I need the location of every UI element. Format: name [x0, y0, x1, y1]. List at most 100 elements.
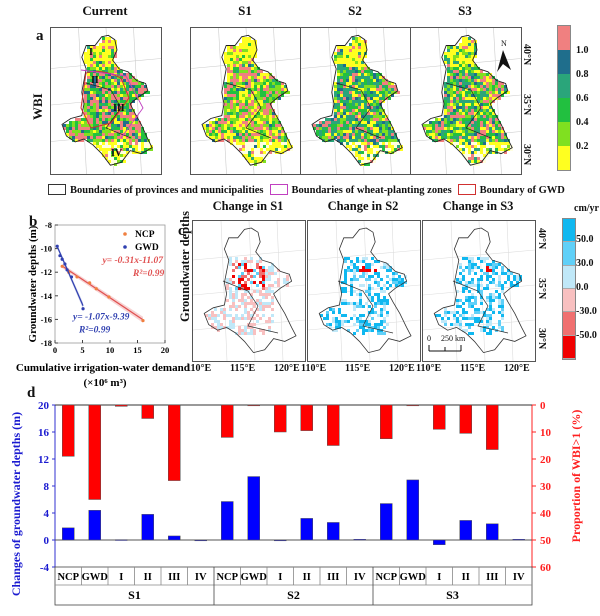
- groundwater-change-map: [193, 221, 305, 361]
- data-point: [55, 244, 59, 248]
- colorbar-swatch: [563, 288, 575, 313]
- colorbar-tick-label: 50.0: [576, 234, 594, 245]
- longitude-label: 120°E: [504, 363, 530, 374]
- legend-marker: [123, 232, 127, 236]
- colorbar-swatch: [558, 98, 570, 122]
- province-boundary: [222, 280, 279, 334]
- x-axis-label-units: (×10⁶ m³): [83, 377, 126, 389]
- province-boundary: [61, 34, 153, 166]
- category-label: GWD: [400, 572, 427, 583]
- bar-groundwater-change: [512, 539, 525, 541]
- latitude-label: 40°N: [536, 228, 547, 250]
- bar-groundwater-change: [433, 539, 446, 545]
- data-point: [88, 281, 92, 285]
- group-label: S3: [446, 588, 459, 602]
- bar-wbi-proportion: [433, 404, 446, 430]
- fit-equation: y= -0.31x-11.07: [101, 256, 164, 266]
- panel-a-row-label: WBI: [30, 93, 45, 120]
- bar-wbi-proportion: [486, 404, 499, 450]
- north-arrow-icon: N: [497, 39, 511, 72]
- graticule-line: [248, 221, 256, 361]
- bar-groundwater-change: [141, 514, 154, 541]
- zone-label: I: [89, 47, 93, 58]
- category-label: III: [486, 572, 498, 583]
- map-column-title: S1: [238, 3, 252, 18]
- legend-swatch: [269, 183, 288, 195]
- left-tick-label: 20: [38, 400, 50, 412]
- bar-wbi-proportion: [274, 404, 287, 433]
- map-column-title: Current: [82, 3, 128, 18]
- colorbar-swatch: [563, 312, 575, 336]
- scale-start: 0: [427, 334, 431, 343]
- graticule-line: [218, 28, 227, 174]
- bar-groundwater-change: [168, 535, 181, 541]
- latitude-label: 40°N: [521, 44, 532, 66]
- wbi-map-frame: I II III IV: [50, 27, 162, 175]
- category-label: NCP: [216, 572, 238, 583]
- right-tick-label: 40: [540, 508, 552, 520]
- category-label: NCP: [375, 572, 397, 583]
- province-boundary: [225, 82, 272, 139]
- panel-b-scatter-chart: -8 -10 -12 -14 -16 -180 5 10 15 20 Groundwater dep…: [16, 220, 190, 389]
- legend-swatch: [48, 183, 66, 195]
- colorbar-swatch: [558, 146, 570, 170]
- fit-r-squared: R²=0.99: [132, 269, 164, 279]
- left-tick-label: 8: [44, 481, 50, 493]
- category-label: II: [144, 572, 152, 583]
- scale-bar: 0 250 km: [427, 334, 466, 352]
- colorbar-tick-label: 0.4: [576, 117, 589, 128]
- data-point: [63, 262, 67, 266]
- map-column-title: Change in S3: [442, 199, 514, 213]
- category-label: GWD: [241, 572, 268, 583]
- map-column-title: Change in S1: [212, 199, 284, 213]
- legend-item: Boundary of GWD: [457, 180, 565, 197]
- colorbar-tick-label: 0.0: [576, 282, 589, 293]
- category-label: IV: [513, 572, 525, 583]
- graticule-line: [276, 221, 284, 361]
- left-tick-label: 0: [44, 535, 50, 547]
- zone-label: IV: [111, 148, 123, 159]
- data-point: [107, 295, 111, 299]
- data-point: [65, 268, 69, 272]
- panel-a-letter: a: [36, 28, 44, 44]
- colorbar-tick-label: 0.2: [576, 141, 589, 152]
- data-point: [141, 318, 145, 323]
- left-tick-label: 16: [38, 427, 50, 439]
- data-point: [58, 254, 62, 258]
- data-point: [60, 264, 64, 268]
- wbi-colorbar: [557, 25, 571, 171]
- graticule-line: [391, 221, 399, 361]
- map-column-title: S2: [348, 3, 362, 18]
- groundwater-change-raster: [320, 257, 407, 335]
- wbi-map-frame: N: [410, 27, 522, 175]
- graticule-line: [450, 221, 458, 361]
- fit-r-squared: R²=0.99: [78, 325, 110, 335]
- longitude-label: 120°E: [274, 363, 300, 374]
- province-boundary: [445, 82, 492, 139]
- x-tick-label: 0: [53, 345, 57, 355]
- bar-wbi-proportion: [300, 404, 313, 431]
- latitude-label: 30°N: [536, 328, 547, 350]
- bar-wbi-proportion: [221, 404, 234, 438]
- x-tick-label: 5: [80, 345, 84, 355]
- groundwater-change-map-frame: 0 250 km: [422, 220, 536, 362]
- graticule-line: [506, 221, 514, 361]
- map-column-title: S3: [458, 3, 472, 18]
- y-tick-label: -8: [45, 220, 52, 230]
- graticule-line: [423, 319, 535, 331]
- bar-groundwater-change: [221, 501, 234, 541]
- colorbar-tick-label: 0.8: [576, 69, 589, 80]
- data-point: [81, 307, 85, 311]
- legend-item: Boundaries of wheat-planting zones: [269, 180, 452, 197]
- left-tick-label: 4: [44, 508, 50, 520]
- graticule-line: [438, 28, 447, 174]
- category-label: I: [119, 572, 123, 583]
- right-tick-label: 50: [540, 535, 552, 547]
- bar-wbi-proportion: [88, 404, 101, 500]
- legend-label: GWD: [135, 243, 159, 253]
- wbi-raster: [313, 37, 403, 166]
- colorbar-swatch: [558, 26, 570, 50]
- bar-groundwater-change: [486, 523, 499, 541]
- longitude-label: 110°E: [416, 363, 442, 374]
